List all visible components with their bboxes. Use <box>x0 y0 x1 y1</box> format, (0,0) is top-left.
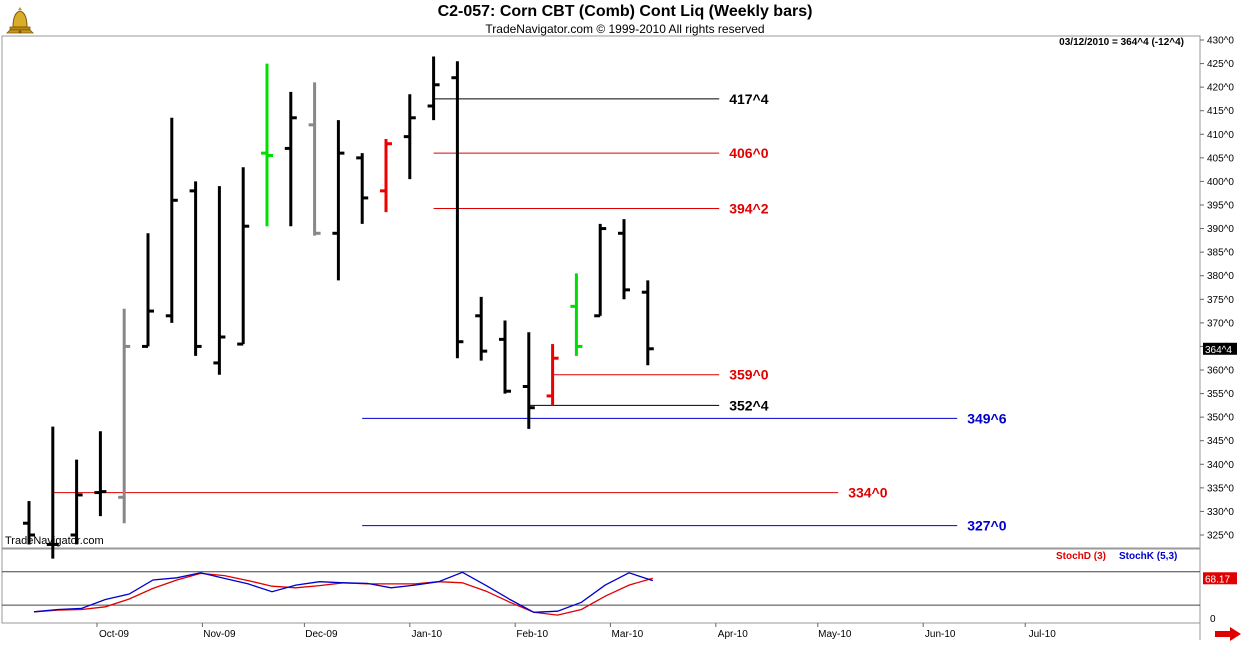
x-tick-label: Mar-10 <box>612 629 644 640</box>
level-label: 349^6 <box>967 410 1007 426</box>
y-tick-label: 410^0 <box>1207 130 1234 141</box>
y-tick-label: 330^0 <box>1207 507 1234 518</box>
y-tick-label: 360^0 <box>1207 366 1234 377</box>
y-tick-label: 340^0 <box>1207 460 1234 471</box>
stoch-y-tick-label: 0 <box>1210 614 1216 625</box>
y-tick-label: 355^0 <box>1207 389 1234 400</box>
level-label: 417^4 <box>729 91 769 107</box>
chart-subtitle: TradeNavigator.com © 1999-2010 All right… <box>485 22 765 36</box>
scroll-right-button[interactable] <box>1214 627 1242 641</box>
x-tick-label: Nov-09 <box>203 629 236 640</box>
y-tick-label: 425^0 <box>1207 59 1234 70</box>
y-tick-label: 370^0 <box>1207 318 1234 329</box>
last-price-label: 364^4 <box>1205 345 1232 356</box>
y-tick-label: 430^0 <box>1207 36 1234 47</box>
level-label: 327^0 <box>967 518 1007 534</box>
y-tick-label: 400^0 <box>1207 177 1234 188</box>
y-tick-label: 335^0 <box>1207 483 1234 494</box>
x-tick-label: Oct-09 <box>99 629 129 640</box>
y-tick-label: 420^0 <box>1207 83 1234 94</box>
last-price-box <box>1203 342 1237 355</box>
stoch-k-line <box>33 571 654 613</box>
y-tick-label: 350^0 <box>1207 413 1234 424</box>
x-tick-label: Dec-09 <box>305 629 338 640</box>
trading-bell-logo-icon[interactable] <box>3 3 37 37</box>
x-tick-label: Apr-10 <box>718 629 748 640</box>
y-tick-label: 390^0 <box>1207 224 1234 235</box>
red-arrow-right-icon <box>1215 627 1241 641</box>
x-tick-label: Jan-10 <box>412 629 443 640</box>
last-quote-readout: 03/12/2010 = 364^4 (-12^4) <box>1059 37 1184 48</box>
y-tick-label: 415^0 <box>1207 106 1234 117</box>
stoch-panel-frame <box>1 548 1201 624</box>
y-tick-label: 345^0 <box>1207 436 1234 447</box>
y-tick-label: 375^0 <box>1207 295 1234 306</box>
stoch-last-value-label: 68.17 <box>1205 574 1230 585</box>
stoch-last-value-box <box>1203 572 1237 585</box>
legend-stoch-k: StochK (5,3) <box>1119 551 1178 562</box>
y-tick-label: 395^0 <box>1207 201 1234 212</box>
level-label: 334^0 <box>848 485 888 501</box>
x-tick-label: Feb-10 <box>516 629 548 640</box>
x-tick-label: Jun-10 <box>925 629 956 640</box>
level-label: 394^2 <box>729 201 769 217</box>
x-tick-label: Jul-10 <box>1029 629 1057 640</box>
y-tick-label: 325^0 <box>1207 531 1234 542</box>
level-label: 352^4 <box>729 397 769 413</box>
watermark: TradeNavigator.com <box>5 535 104 547</box>
legend-stoch-d: StochD (3) <box>1056 551 1106 562</box>
y-tick-label: 405^0 <box>1207 153 1234 164</box>
level-label: 406^0 <box>729 145 769 161</box>
y-tick-label: 385^0 <box>1207 248 1234 259</box>
x-tick-label: May-10 <box>818 629 852 640</box>
level-label: 359^0 <box>729 367 769 383</box>
y-tick-label: 380^0 <box>1207 271 1234 282</box>
chart-title: C2-057: Corn CBT (Comb) Cont Liq (Weekly… <box>437 3 813 20</box>
